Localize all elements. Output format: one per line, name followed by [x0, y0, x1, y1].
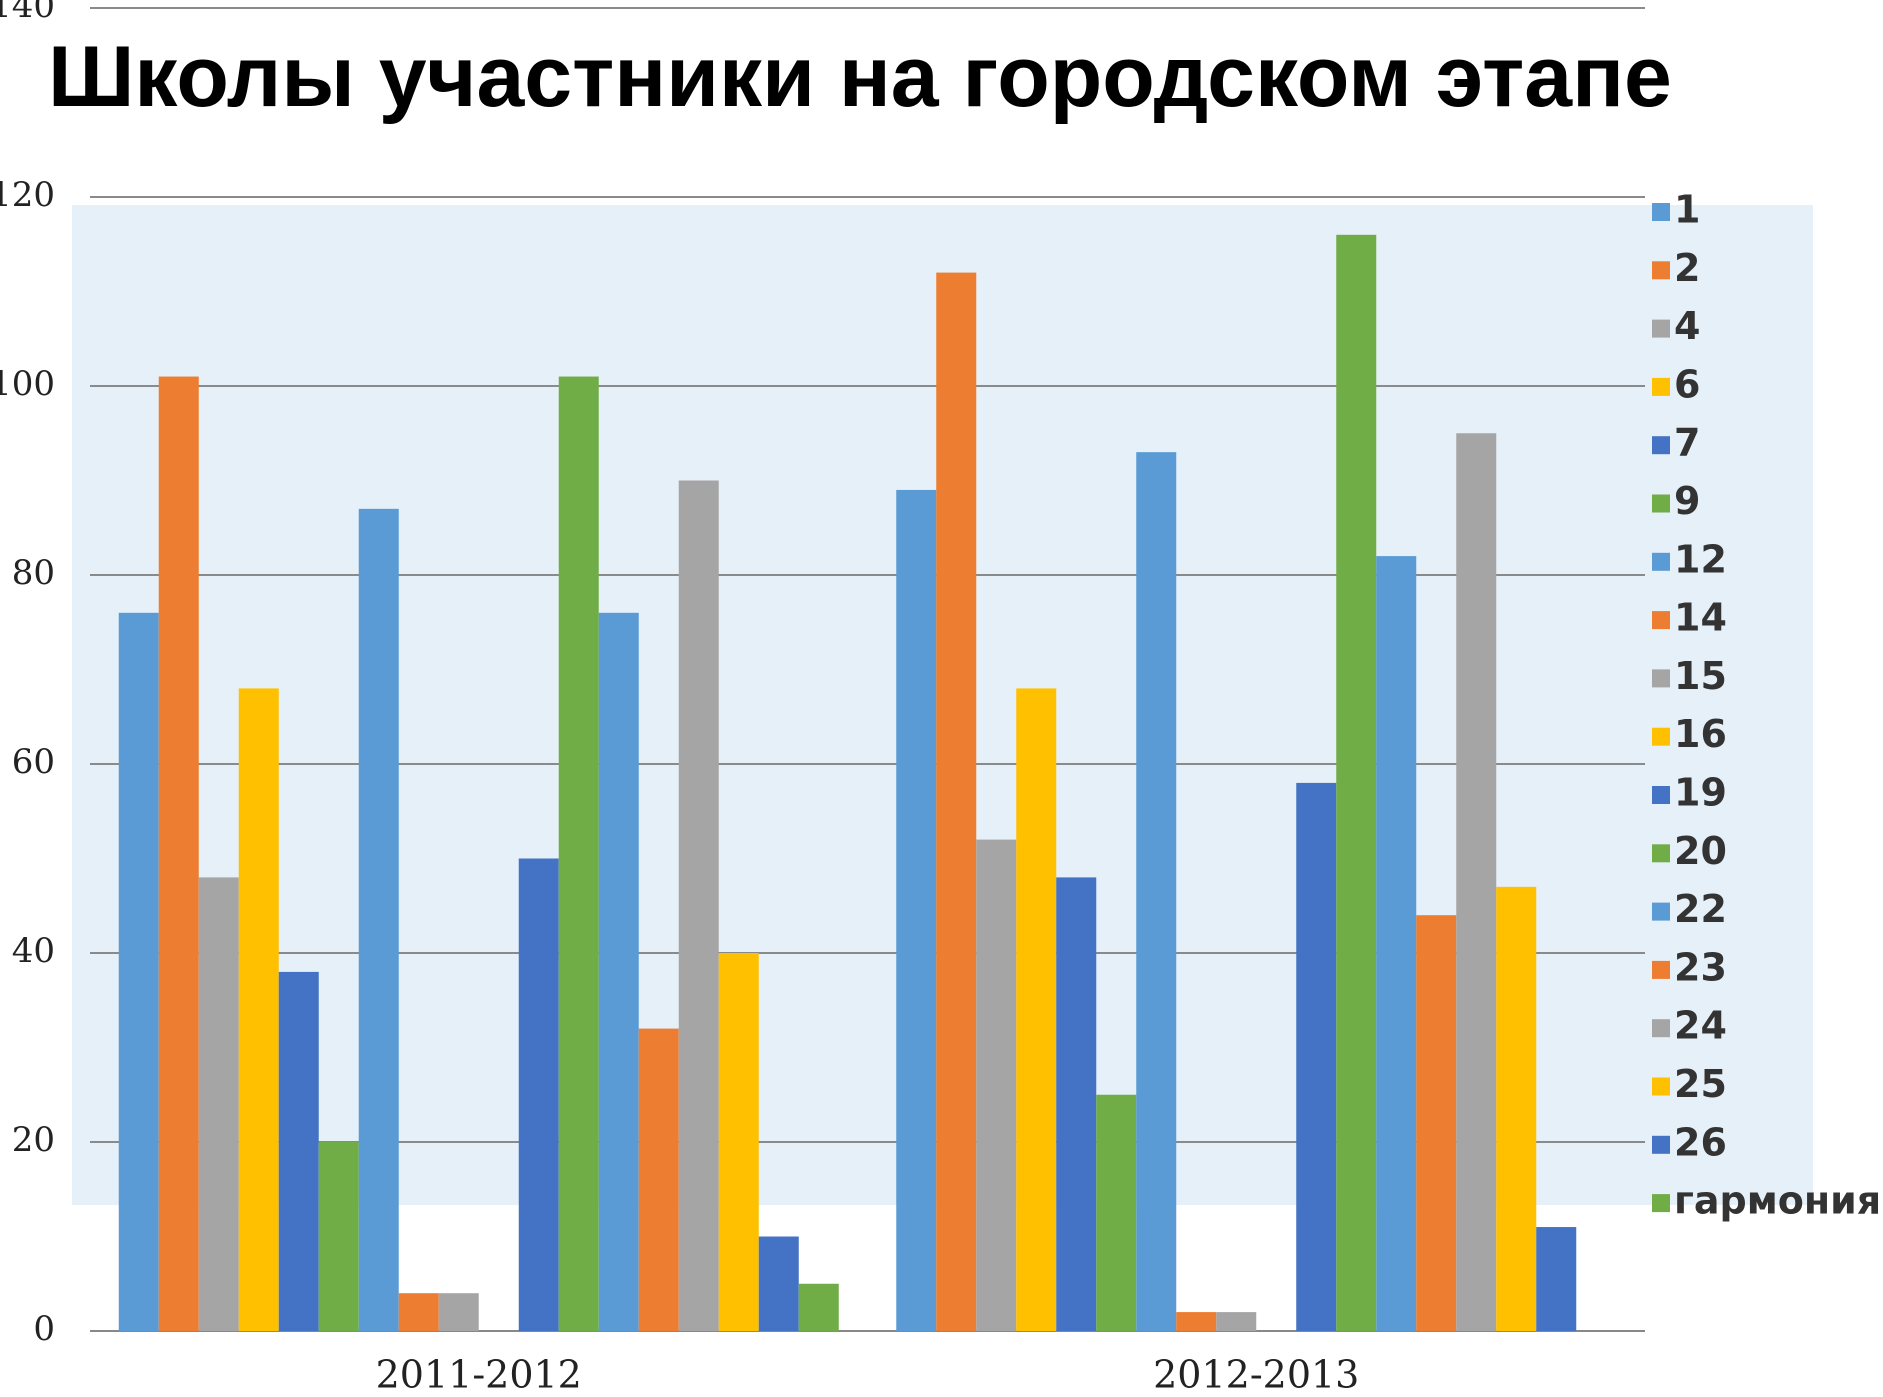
- legend-swatch: [1652, 669, 1670, 687]
- legend-swatch: [1652, 728, 1670, 746]
- bar: [1176, 1312, 1216, 1331]
- y-tick-label: 120: [0, 175, 55, 215]
- legend-label: 14: [1674, 596, 1727, 640]
- bar: [199, 877, 239, 1331]
- chart-title: Школы участники на городском этапе: [48, 14, 1808, 140]
- legend-label: 9: [1674, 479, 1700, 523]
- bar: [1296, 783, 1336, 1331]
- y-tick-label: 140: [0, 0, 55, 26]
- bar: [1136, 452, 1176, 1331]
- bar: [1456, 433, 1496, 1331]
- bar: [1096, 1095, 1136, 1331]
- y-tick-label: 0: [33, 1309, 55, 1349]
- y-tick-label: 100: [0, 364, 55, 404]
- legend-label: 1: [1674, 188, 1700, 232]
- bar: [936, 273, 976, 1331]
- legend-swatch: [1652, 436, 1670, 454]
- legend-label: 26: [1674, 1120, 1727, 1164]
- x-tick-label: 2012-2013: [1153, 1353, 1359, 1397]
- y-tick-label: 80: [12, 553, 55, 593]
- legend-label: 15: [1674, 654, 1727, 698]
- legend-swatch: [1652, 553, 1670, 571]
- x-tick-label: 2011-2012: [376, 1353, 582, 1397]
- legend-label: 2: [1674, 246, 1700, 290]
- bar: [1376, 556, 1416, 1331]
- y-tick-label: 20: [12, 1120, 55, 1160]
- bar: [1056, 877, 1096, 1331]
- bar: [1496, 887, 1536, 1331]
- legend-swatch: [1652, 378, 1670, 396]
- legend-label: 16: [1674, 712, 1727, 756]
- legend-label: 4: [1674, 304, 1700, 348]
- legend-swatch: [1652, 611, 1670, 629]
- legend-label: гармония: [1674, 1179, 1881, 1223]
- bar: [1016, 688, 1056, 1331]
- bar: [559, 377, 599, 1331]
- y-tick-label: 60: [12, 742, 55, 782]
- legend-swatch: [1652, 203, 1670, 221]
- bar: [799, 1284, 839, 1331]
- legend-swatch: [1652, 961, 1670, 979]
- bar: [399, 1293, 439, 1331]
- legend-swatch: [1652, 1136, 1670, 1154]
- legend-label: 7: [1674, 421, 1700, 465]
- legend-label: 20: [1674, 829, 1727, 873]
- bar: [519, 859, 559, 1332]
- legend-label: 22: [1674, 887, 1727, 931]
- legend-label: 24: [1674, 1004, 1727, 1048]
- bar: [119, 613, 159, 1331]
- bar: [279, 972, 319, 1331]
- legend-swatch: [1652, 495, 1670, 513]
- chart: 0204060801001201402011-20122012-20131246…: [0, 0, 1883, 1397]
- legend-swatch: [1652, 1019, 1670, 1037]
- legend-swatch: [1652, 903, 1670, 921]
- bar: [1216, 1312, 1256, 1331]
- bar: [159, 377, 199, 1331]
- bar: [319, 1142, 359, 1331]
- bar: [1536, 1227, 1576, 1331]
- bar: [439, 1293, 479, 1331]
- bar: [719, 953, 759, 1331]
- bar: [679, 481, 719, 1332]
- legend-label: 6: [1674, 362, 1700, 406]
- legend-swatch: [1652, 786, 1670, 804]
- bar: [759, 1237, 799, 1332]
- legend-swatch: [1652, 320, 1670, 338]
- bar: [599, 613, 639, 1331]
- legend-label: 23: [1674, 945, 1727, 989]
- bar: [359, 509, 399, 1331]
- legend-label: 25: [1674, 1062, 1727, 1106]
- bar: [976, 840, 1016, 1331]
- legend-swatch: [1652, 1194, 1670, 1212]
- page: 0204060801001201402011-20122012-20131246…: [0, 0, 1883, 1397]
- legend-swatch: [1652, 844, 1670, 862]
- y-tick-label: 40: [12, 931, 55, 971]
- legend-swatch: [1652, 261, 1670, 279]
- legend-label: 12: [1674, 537, 1727, 581]
- bar: [1416, 915, 1456, 1331]
- legend-label: 19: [1674, 771, 1727, 815]
- bar: [896, 490, 936, 1331]
- bar: [1336, 235, 1376, 1331]
- legend-swatch: [1652, 1078, 1670, 1096]
- bar: [239, 688, 279, 1331]
- bar: [639, 1029, 679, 1331]
